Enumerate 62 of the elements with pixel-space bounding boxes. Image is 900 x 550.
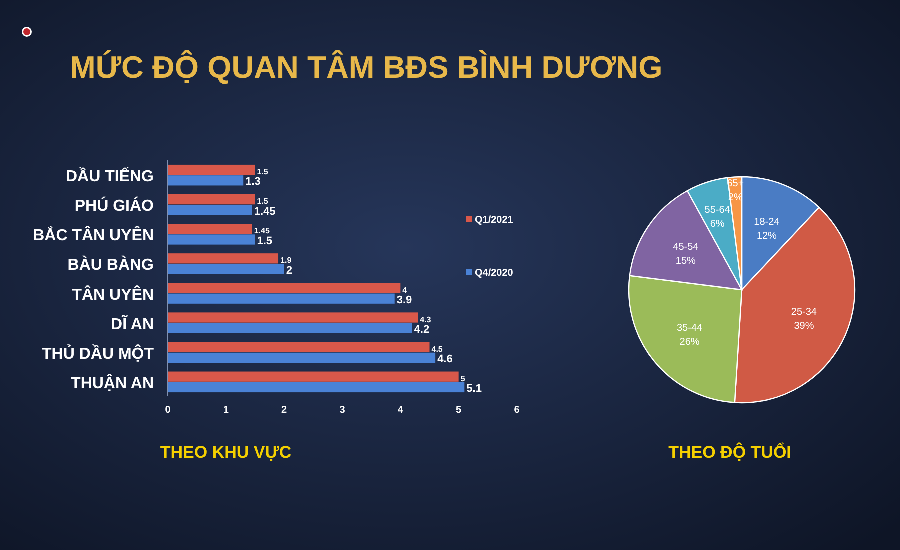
data-label: 12% [756, 230, 778, 242]
bar [168, 176, 244, 186]
y-tick-label: THỦ DẦU MỘT [42, 344, 154, 363]
data-label: 3.9 [396, 294, 412, 306]
bar [168, 234, 256, 245]
slice-label: 55-64 [704, 204, 731, 216]
y-tick-label: THUẬN AN [71, 373, 154, 392]
data-label: 2 [286, 264, 292, 277]
data-label: 4.5 [432, 344, 444, 354]
text: THEO ĐỘ TUỔI [668, 442, 792, 462]
x-axis-title: THEO KHU VỰC [160, 443, 292, 462]
bar [168, 382, 465, 393]
data-label: 1.5 [257, 197, 269, 206]
x-tick-label: 6 [514, 405, 520, 416]
bar [168, 264, 284, 274]
bar [168, 283, 401, 294]
x-tick-label: 2 [282, 405, 288, 416]
y-tick-label: DẦU TIẾNG [66, 166, 154, 186]
data-label: 1.5 [257, 235, 273, 248]
slice-label: 25-34 [791, 306, 818, 318]
data-label: 1.45 [254, 206, 276, 218]
data-label: 1.5 [257, 168, 269, 177]
data-label: 39% [794, 320, 814, 332]
slice-label: 18-24 [754, 216, 780, 228]
legend-label: Q1/2021 [475, 215, 514, 226]
data-label: 6% [710, 218, 725, 230]
legend-label: Q4/2020 [475, 268, 514, 279]
y-tick-label: PHÚ GIÁO [74, 196, 154, 216]
data-label: 4.2 [414, 324, 430, 336]
x-tick-label: 5 [456, 405, 462, 416]
data-label: 26% [680, 337, 700, 348]
bar [168, 254, 279, 264]
bar [168, 312, 418, 323]
bar [168, 164, 256, 176]
x-tick-label: 1 [223, 405, 230, 416]
data-label: 1.9 [280, 256, 292, 266]
y-tick-label: BẮC TÂN UYÊN [33, 226, 154, 245]
x-tick-label: 0 [165, 405, 172, 416]
bar [168, 194, 256, 205]
x-tick-label: 4 [398, 405, 404, 416]
y-tick-label: DĨ AN [111, 314, 154, 334]
bar [168, 352, 436, 363]
slice-label: 35-44 [676, 323, 703, 334]
bar [168, 294, 395, 304]
bar [168, 372, 459, 382]
data-label: 4 [402, 286, 408, 295]
slice-label: 45-54 [673, 242, 700, 253]
data-label: 1.3 [246, 176, 261, 188]
x-tick-label: 3 [340, 405, 346, 416]
data-label: 5 [460, 374, 466, 384]
data-label: 5.1 [466, 383, 482, 396]
data-label: 1.45 [254, 226, 270, 236]
data-label: 15% [676, 256, 696, 267]
data-label: 4.6 [438, 354, 453, 366]
chart-title: MỨC ĐỘ QUAN TÂM BĐS BÌNH DƯƠNG [70, 50, 663, 85]
bar [168, 323, 412, 334]
y-tick-label: TÂN UYÊN [72, 284, 154, 304]
data-label: 4.3 [420, 315, 432, 324]
bar [168, 224, 252, 234]
bar [168, 205, 252, 216]
y-tick-label: BÀU BÀNG [68, 255, 154, 274]
bar [168, 342, 430, 352]
